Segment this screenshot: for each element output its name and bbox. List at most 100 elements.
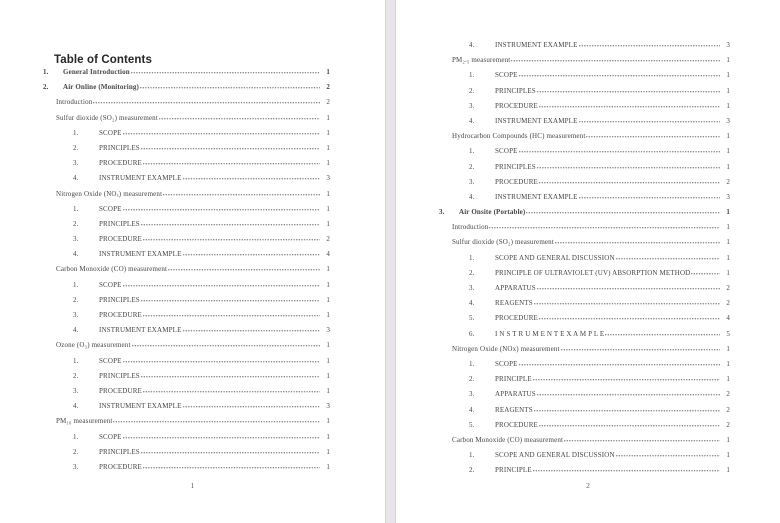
toc-entry[interactable]: Nitrogen Oxide (NOₓ) measurement 1 [43,190,330,205]
toc-entry[interactable]: 2. PRINCIPLES 1 [43,296,330,311]
toc-entry[interactable]: 1. SCOPE AND GENERAL DISCUSSION 1 [439,451,730,466]
toc-entry[interactable]: 1. SCOPE 1 [43,357,330,372]
toc-entry[interactable]: 2. PRINCIPLES 1 [43,220,330,235]
toc-entry-page-number: 1 [726,162,730,171]
toc-entry[interactable]: 3. PROCEDURE 2 [43,235,330,250]
toc-entry-number: 2. [469,162,475,171]
page-gap [385,0,396,523]
toc-entry-page-number: 1 [726,253,730,262]
toc-entry[interactable]: 3. PROCEDURE 1 [43,311,330,326]
toc-entry[interactable]: 4. INSTRUMENT EXAMPLE 3 [439,41,730,56]
toc-entry[interactable]: 1. General Introduction 1 [43,68,330,83]
toc-entry-number: 4. [73,250,79,259]
toc-entry[interactable]: 4. INSTRUMENT EXAMPLE 3 [43,174,330,189]
dot-leader [578,120,720,123]
dot-leader [142,239,320,242]
toc-entry[interactable]: 2. PRINCIPLES 1 [43,448,330,463]
toc-entry-number: 1. [73,128,79,137]
toc-entry-number: 1. [469,451,475,460]
toc-entry[interactable]: Sulfur dioxide (SO₂) measurement 1 [439,238,730,253]
toc-entry[interactable]: 3. PROCEDURE 2 [439,178,730,193]
toc-entry[interactable]: 3. PROCEDURE 1 [43,387,330,402]
toc-entry[interactable]: 1. SCOPE 1 [43,129,330,144]
dot-leader [536,90,720,93]
toc-entry[interactable]: 3. APPARATUS 2 [439,284,730,299]
toc-entry-label: PROCEDURE [495,314,538,323]
toc-entry[interactable]: Nitrogen Oxide (NOx) measurement 1 [439,345,730,360]
dot-leader [140,87,320,90]
toc-entry[interactable]: 6. I N S T R U M E N T E X A M P L E 5 [439,330,730,345]
toc-entry-number: 4. [469,116,475,125]
toc-entry-number: 4. [469,41,475,49]
toc-entry[interactable]: 1. SCOPE 1 [439,360,730,375]
toc-entry[interactable]: 1. SCOPE 1 [43,281,330,296]
toc-entry[interactable]: 4. INSTRUMENT EXAMPLE 4 [43,250,330,265]
toc-entry-label: Introduction [452,223,489,232]
toc-entry-number: 5. [469,314,475,323]
toc-entry[interactable]: 1. SCOPE 1 [43,205,330,220]
toc-entry-label: SCOPE [495,147,518,156]
toc-entry-page-number: 1 [326,432,330,441]
toc-entry[interactable]: PM₁₀ measurement 1 [43,417,330,432]
dot-leader [140,299,320,302]
toc-entry[interactable]: 2. PRINCIPLE 1 [439,466,730,481]
page-1: Table of Contents 1. General Introductio… [0,0,385,523]
toc-entry[interactable]: 4. REAGENTS 2 [439,299,730,314]
toc-entry[interactable]: 1. SCOPE 1 [439,147,730,162]
toc-entry[interactable]: Introduction 1 [439,223,730,238]
toc-entry[interactable]: 3. PROCEDURE 1 [439,102,730,117]
toc-entry[interactable]: 3. APPARATUS 2 [439,390,730,405]
toc-entry-page-number: 2 [326,83,330,92]
toc-entry-number: 1. [43,68,49,76]
toc-entry[interactable]: 2. PRINCIPLES 1 [43,372,330,387]
toc-entry[interactable]: 3. PROCEDURE 1 [43,159,330,174]
toc-entry[interactable]: 2. Air Online (Monitoring) 2 [43,83,330,98]
toc-entry[interactable]: PM₂.₅ measurement 1 [439,56,730,71]
toc-entry-page-number: 3 [326,174,330,183]
toc-entry[interactable]: 5. PROCEDURE 4 [439,314,730,329]
page-number-footer: 2 [586,481,590,490]
toc-entry[interactable]: 2. PRINCIPLES 1 [439,87,730,102]
toc-entry[interactable]: 3. Air Onsite (Portable) 1 [439,208,730,223]
toc-entry-number: 2. [73,143,79,152]
toc-entry[interactable]: 4. INSTRUMENT EXAMPLE 3 [439,193,730,208]
toc-entry-number: 2. [43,83,49,92]
toc-entry[interactable]: 1. SCOPE AND GENERAL DISCUSSION 1 [439,254,730,269]
toc-entry[interactable]: Hydrocarbon Compounds (HC) measurement 1 [439,132,730,147]
toc-entry-page-number: 1 [326,447,330,456]
toc-entry-page-number: 1 [326,295,330,304]
toc-entry-number: 2. [469,375,475,384]
toc-entry[interactable]: 4. INSTRUMENT EXAMPLE 3 [43,326,330,341]
toc-entry[interactable]: 2. PRINCIPLE 1 [439,375,730,390]
toc-entry[interactable]: 2. PRINCIPLE OF ULTRAVIOLET (UV) ABSORPT… [439,269,730,284]
toc-entry-number: 4. [469,192,475,201]
toc-entry-label: PRINCIPLES [99,447,140,456]
dot-leader [182,178,320,181]
toc-entry[interactable]: 2. PRINCIPLES 1 [43,144,330,159]
toc-entry-label: PRINCIPLES [99,143,140,152]
dot-leader [586,136,720,139]
toc-entry-page-number: 1 [726,147,730,156]
toc-entry[interactable]: 4. REAGENTS 2 [439,406,730,421]
toc-entry[interactable]: 1. SCOPE 1 [43,433,330,448]
toc-entry-page-number: 2 [326,98,330,107]
dot-leader [142,315,320,317]
toc-entry[interactable]: Sulfur dioxide (SO₂) measurement 1 [43,114,330,129]
toc-entry[interactable]: 4. INSTRUMENT EXAMPLE 3 [439,117,730,132]
toc-entry-label: APPARATUS [495,390,536,399]
toc-entry[interactable]: Introduction 2 [43,98,330,113]
toc-entry[interactable]: Carbon Monoxide (CO) measurement 1 [439,436,730,451]
toc-entry[interactable]: 2. PRINCIPLES 1 [439,163,730,178]
toc-entry[interactable]: 5. PROCEDURE 2 [439,421,730,436]
toc-entry-page-number: 1 [326,280,330,289]
toc-entry-label: INSTRUMENT EXAMPLE [495,116,578,125]
toc-entry-label: Air Online (Monitoring) [63,83,140,92]
toc-entry[interactable]: Carbon Monoxide (CO) measurement 1 [43,265,330,280]
toc-entry[interactable]: 3. PROCEDURE 1 [43,463,330,478]
toc-entry-page-number: 1 [326,189,330,198]
toc-entry[interactable]: 4. INSTRUMENT EXAMPLE 3 [43,402,330,417]
toc-entry[interactable]: 1. SCOPE 1 [439,71,730,86]
toc-entry[interactable]: Ozone (O₃) measurement 1 [43,341,330,356]
dot-leader [142,390,320,393]
toc-entry-number: 1. [469,253,475,262]
